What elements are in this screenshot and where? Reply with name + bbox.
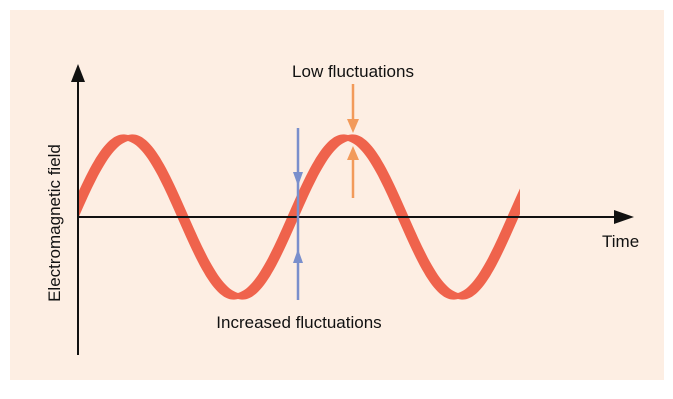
increased-fluctuations-label: Increased fluctuations	[216, 313, 381, 332]
low-fluctuation-arrow-up	[347, 146, 359, 160]
increased-fluctuation-arrow-down	[293, 172, 303, 186]
increased-fluctuation-arrow-up	[293, 249, 303, 263]
low-fluctuations-label: Low fluctuations	[292, 62, 414, 81]
x-axis-arrowhead	[614, 210, 634, 224]
low-fluctuation-arrow-down	[347, 119, 359, 133]
panel-background	[10, 10, 664, 380]
y-axis-arrowhead	[71, 64, 85, 82]
y-axis-label: Electromagnetic field	[45, 144, 64, 302]
squeezed-wave-band	[78, 134, 520, 300]
x-axis-label: Time	[602, 232, 639, 251]
